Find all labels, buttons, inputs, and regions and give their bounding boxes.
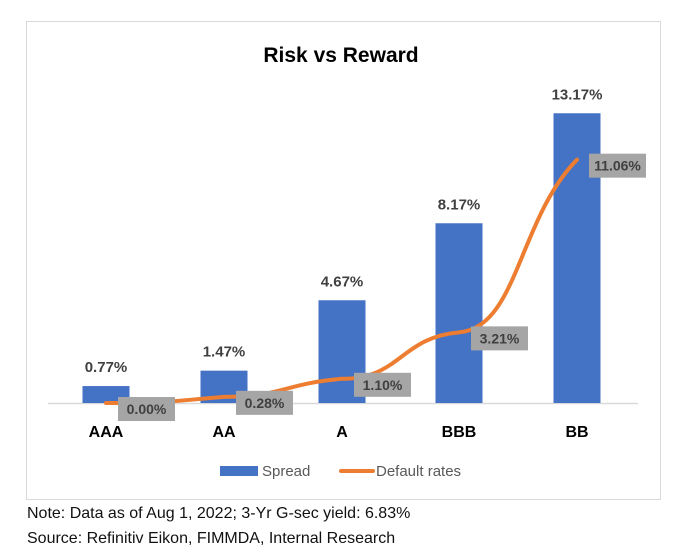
line-label: 1.10% xyxy=(363,377,403,393)
legend-label-spread: Spread xyxy=(262,463,310,480)
line-label-box xyxy=(354,372,411,397)
bar-label: 4.67% xyxy=(321,273,364,290)
legend-label-default-rates: Default rates xyxy=(376,463,461,480)
note-text: Note: Data as of Aug 1, 2022; 3-Yr G-sec… xyxy=(27,505,411,522)
x-tick-label: BBB xyxy=(442,424,477,441)
line-label-box xyxy=(471,326,528,351)
x-tick-label: AA xyxy=(212,424,236,441)
bar-spread-aaa xyxy=(82,386,130,403)
bar-spread-bbb xyxy=(435,223,483,403)
legend-swatch-spread xyxy=(220,466,258,476)
line-label-box xyxy=(118,397,175,421)
x-tick-label: AAA xyxy=(89,424,124,441)
source-text: Source: Refinitiv Eikon, FIMMDA, Interna… xyxy=(27,530,396,547)
bar-label: 0.77% xyxy=(85,359,128,376)
line-label: 11.06% xyxy=(594,158,641,174)
line-label: 0.00% xyxy=(127,401,167,417)
line-label-box xyxy=(236,390,293,415)
line-label: 3.21% xyxy=(480,330,520,346)
bar-label: 13.17% xyxy=(552,86,603,103)
risk-vs-reward-chart: Risk vs Reward 0.77% 1.47% 4.67% 8.17% 13.17… xyxy=(26,21,661,500)
legend: Spread Default rates xyxy=(220,463,461,480)
x-tick-label: BB xyxy=(565,424,588,441)
bar-label: 8.17% xyxy=(438,196,481,213)
bar-label: 1.47% xyxy=(203,344,246,361)
chart-title: Risk vs Reward xyxy=(263,44,418,67)
x-tick-label: A xyxy=(336,424,348,441)
line-label: 0.28% xyxy=(245,395,285,411)
line-label-box xyxy=(589,153,646,178)
